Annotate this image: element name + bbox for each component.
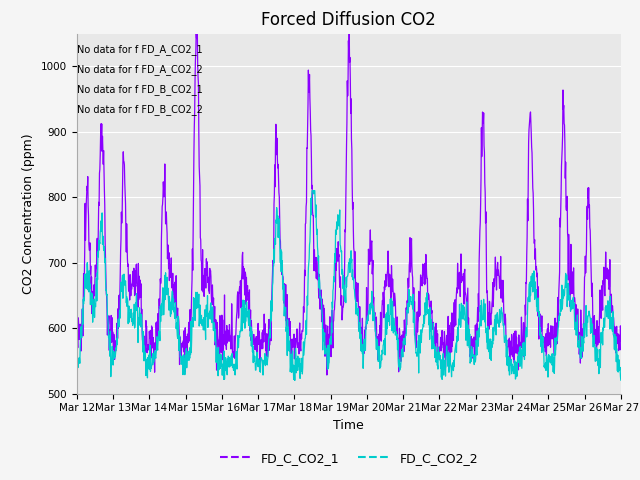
Y-axis label: CO2 Concentration (ppm): CO2 Concentration (ppm) <box>22 133 35 294</box>
Line: FD_C_CO2_1: FD_C_CO2_1 <box>77 27 621 375</box>
Text: No data for f FD_B_CO2_1: No data for f FD_B_CO2_1 <box>77 84 203 95</box>
Title: Forced Diffusion CO2: Forced Diffusion CO2 <box>261 11 436 29</box>
Line: FD_C_CO2_2: FD_C_CO2_2 <box>77 191 621 381</box>
Text: No data for f FD_A_CO2_1: No data for f FD_A_CO2_1 <box>77 44 203 55</box>
X-axis label: Time: Time <box>333 419 364 432</box>
Text: No data for f FD_B_CO2_2: No data for f FD_B_CO2_2 <box>77 104 204 115</box>
Legend: FD_C_CO2_1, FD_C_CO2_2: FD_C_CO2_1, FD_C_CO2_2 <box>214 447 483 469</box>
Text: No data for f FD_A_CO2_2: No data for f FD_A_CO2_2 <box>77 64 203 75</box>
